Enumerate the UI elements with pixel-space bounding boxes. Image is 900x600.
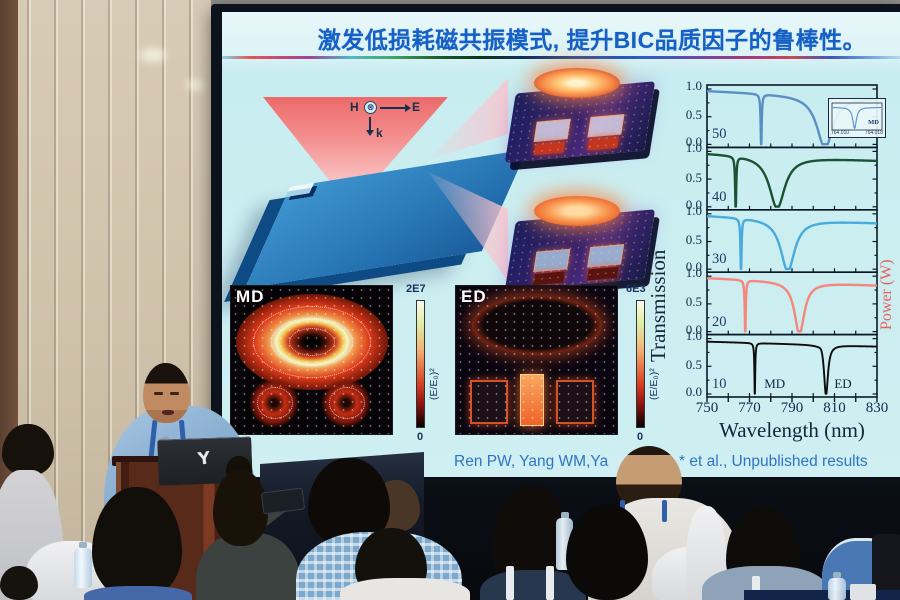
unit-cell-zoom-upper xyxy=(504,68,658,164)
bottle-cap xyxy=(833,572,841,578)
ed-colorbar xyxy=(636,300,645,428)
speaker-eyebrow xyxy=(154,392,163,395)
md-colorbar-min: 0 xyxy=(417,431,424,443)
md-label: MD xyxy=(236,287,265,306)
ceiling-light-glint xyxy=(140,48,166,62)
speaker-mouth xyxy=(162,410,174,415)
transmission-spectra-chart xyxy=(705,84,879,402)
ed-colorbar-min: 0 xyxy=(637,431,644,443)
audience-member-head xyxy=(213,470,268,546)
lanyard-strap xyxy=(752,576,760,600)
out-of-plane-icon: ⊗ xyxy=(364,101,377,114)
x-axis-title: Wavelength (nm) xyxy=(719,418,865,442)
speaker-eyebrow xyxy=(170,392,179,395)
bottle-cap xyxy=(561,512,569,519)
inset-curve xyxy=(831,102,883,131)
glowing-disk xyxy=(534,196,620,226)
title-underline xyxy=(222,56,900,59)
md-colorbar-max: 2E7 xyxy=(406,283,426,295)
projection-screen: 激发低损耗磁共振模式, 提升BIC品质因子的鲁棒性。 H ⊗ E k xyxy=(211,4,900,498)
audience-member-head xyxy=(566,504,648,600)
audience-member-shirt xyxy=(84,586,192,600)
lanyard-strap xyxy=(546,566,554,600)
presentation-slide: 激发低损耗磁共振模式, 提升BIC品质因子的鲁棒性。 H ⊗ E k xyxy=(222,12,900,477)
audience-member-head xyxy=(2,424,54,476)
audience-member-head xyxy=(92,487,182,600)
inset-md-label: MD xyxy=(868,119,879,126)
ed-label: ED xyxy=(461,287,487,306)
bottle-cap xyxy=(79,542,87,548)
ed-colorbar-max: 6E3 xyxy=(626,283,646,295)
k-vector-arrow-icon xyxy=(366,117,374,136)
audience-member-shirt xyxy=(340,578,470,600)
ceiling-light-glint xyxy=(186,80,204,90)
h-field-label: H xyxy=(350,100,359,114)
glowing-disk xyxy=(534,68,620,98)
audience-member-head xyxy=(0,566,38,600)
lanyard-strap xyxy=(662,500,667,522)
lanyard-strap xyxy=(506,566,514,600)
k-vector-label: k xyxy=(376,126,383,140)
ed-field-map: ED xyxy=(455,285,618,435)
citation-part1: Ren PW, Yang WM,Ya xyxy=(454,453,609,470)
office-chair-back xyxy=(872,534,900,592)
citation-part2: * et al., Unpublished results xyxy=(679,453,868,470)
water-bottle xyxy=(828,578,846,600)
md-colorbar xyxy=(416,300,425,428)
e-field-label: E xyxy=(412,100,421,114)
e-field-arrow-icon xyxy=(380,104,411,112)
table-edge xyxy=(744,590,900,600)
laptop-logo: Y xyxy=(196,448,212,470)
unit-cell-zoom-lower xyxy=(504,196,658,292)
md-field-map: MD xyxy=(230,285,393,435)
inset-x-max: 764.018 xyxy=(864,130,883,136)
inset-x-min: 764.010 xyxy=(831,130,850,136)
slide-title: 激发低损耗磁共振模式, 提升BIC品质因子的鲁棒性。 xyxy=(317,27,867,53)
y-axis-title: Transmission xyxy=(646,249,670,362)
paper-box xyxy=(850,584,876,600)
water-bottle xyxy=(74,548,92,588)
md-zoom-inset: MD 764.010 764.018 xyxy=(828,98,886,138)
right-axis-title: Power (W) xyxy=(878,259,895,330)
polarization-annotation: H ⊗ E k xyxy=(340,100,450,144)
